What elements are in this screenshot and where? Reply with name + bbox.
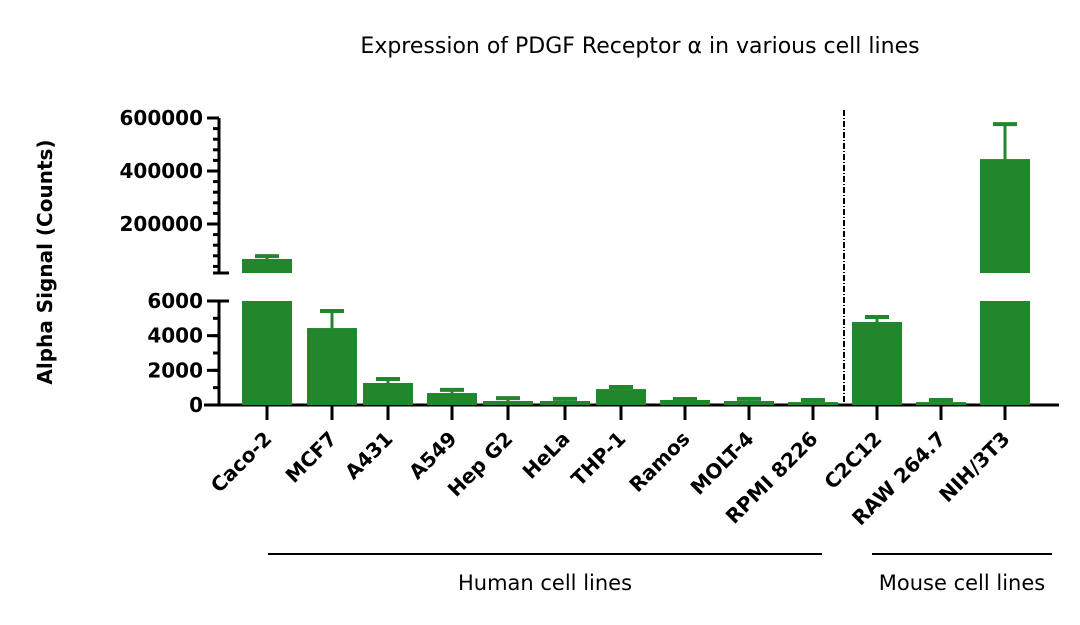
y-tick-label: 2000 — [147, 358, 203, 382]
y-tick-label: 6000 — [147, 289, 203, 313]
bar — [724, 401, 774, 405]
bars — [242, 122, 1030, 405]
group-label: Human cell lines — [458, 571, 632, 595]
bar — [307, 328, 357, 405]
x-tick-label: THP-1 — [566, 427, 630, 491]
x-tick-label: NIH/3T3 — [934, 427, 1014, 507]
bar-upper-segment — [242, 258, 292, 273]
group-label: Mouse cell lines — [879, 571, 1045, 595]
bar — [363, 382, 413, 405]
group-labels: Human cell lines Mouse cell lines — [268, 553, 1052, 595]
bar-lower-segment — [980, 301, 1030, 405]
x-tick-label: A431 — [340, 427, 397, 484]
bar — [596, 389, 646, 405]
bar-lower-segment — [242, 301, 292, 405]
y-tick-label: 600000 — [120, 106, 204, 130]
bar — [788, 402, 838, 405]
y-tick-label: 0 — [189, 393, 203, 417]
y-tick-label: 4000 — [147, 324, 203, 348]
bar-upper-segment — [980, 159, 1030, 273]
x-tick-label: Caco-2 — [206, 427, 277, 498]
y-axis-label: Alpha Signal (Counts) — [33, 139, 57, 384]
bar — [660, 399, 710, 405]
bar — [852, 321, 902, 405]
bar — [483, 401, 533, 405]
x-tick-label: Ramos — [624, 427, 694, 497]
bar — [427, 393, 477, 405]
bar — [916, 402, 966, 405]
bar — [540, 401, 590, 405]
chart-title: Expression of PDGF Receptor α in various… — [360, 34, 919, 59]
y-tick-label: 400000 — [120, 159, 204, 183]
x-tick-label: MCF7 — [281, 427, 342, 488]
y-tick-label: 200000 — [120, 212, 204, 236]
